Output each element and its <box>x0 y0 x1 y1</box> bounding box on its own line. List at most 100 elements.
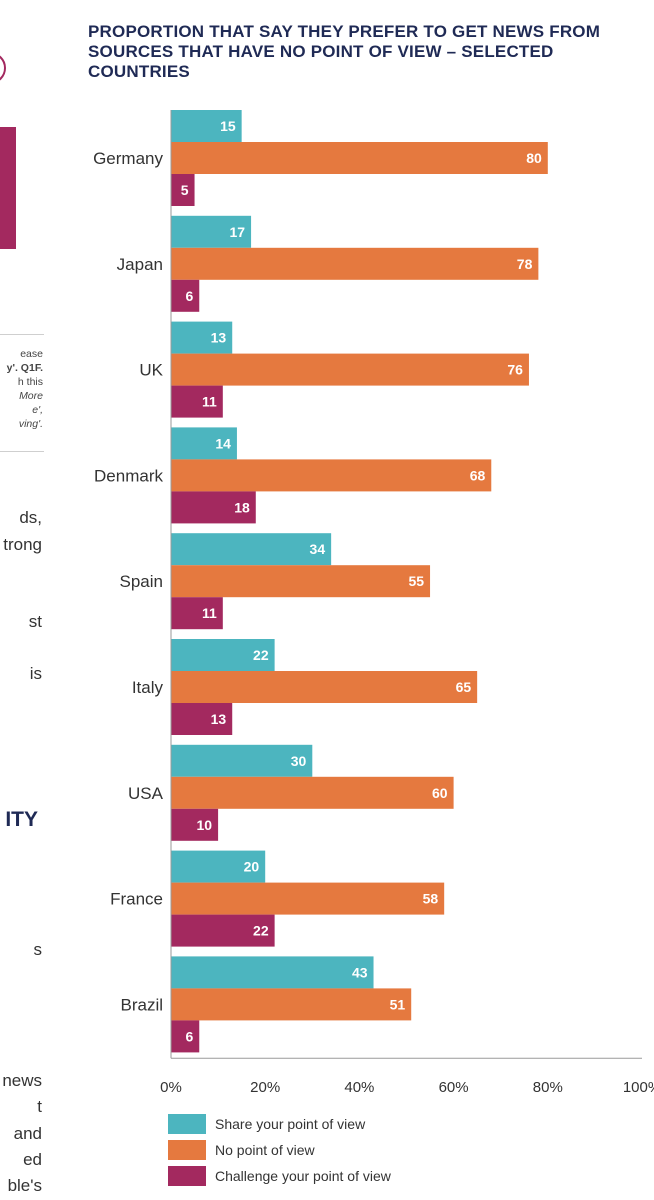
legend-swatch <box>168 1140 206 1160</box>
bar <box>171 671 478 703</box>
category-label: Japan <box>117 255 163 274</box>
bar <box>171 279 200 312</box>
data-label: 5 <box>181 182 189 198</box>
bar <box>171 744 313 777</box>
body-text-fragment: st <box>28 612 42 631</box>
note-line: ease <box>20 348 43 360</box>
category-label: Germany <box>93 149 163 168</box>
left-column-cropped: ease y'. Q1F. h this More e', ving'. ds,… <box>0 0 52 1200</box>
body-text-fragment: and <box>13 1124 42 1143</box>
body-text-fragment: ble's <box>7 1176 42 1195</box>
data-label: 60 <box>432 785 448 801</box>
note-line: More <box>19 390 43 402</box>
bar <box>171 565 431 598</box>
bar <box>171 491 256 524</box>
bar <box>171 914 275 947</box>
category-label: Italy <box>132 678 164 697</box>
bar <box>171 882 445 915</box>
bar <box>171 533 332 566</box>
data-label: 55 <box>408 573 424 589</box>
data-label: 14 <box>215 435 231 451</box>
data-label: 18 <box>234 499 250 515</box>
tick-label: 40% <box>344 1079 374 1096</box>
bar <box>171 956 374 989</box>
data-label: 78 <box>517 256 533 272</box>
bar <box>171 385 223 418</box>
cropped-bar-graphic <box>0 127 16 249</box>
tick-label: 0% <box>160 1079 182 1096</box>
data-label: 51 <box>390 996 406 1012</box>
bar <box>171 703 233 735</box>
tick-label: 80% <box>533 1079 563 1096</box>
data-label: 15 <box>220 118 236 134</box>
data-label: 34 <box>310 541 326 557</box>
bar <box>171 110 242 142</box>
data-label: 80 <box>526 150 542 166</box>
bar <box>171 988 412 1021</box>
data-label: 11 <box>202 605 217 621</box>
body-text-fragment: is <box>29 664 42 683</box>
body-text-fragment: news <box>2 1071 42 1090</box>
data-label: 43 <box>352 964 368 980</box>
body-text-fragment: ed <box>23 1150 42 1169</box>
legend-label: Share your point of view <box>215 1116 366 1132</box>
legend-item: No point of view <box>168 1137 391 1163</box>
divider <box>0 451 44 452</box>
tick-label: 100% <box>623 1079 654 1096</box>
category-label: Denmark <box>94 466 163 485</box>
data-label: 68 <box>470 467 486 483</box>
category-label: Spain <box>120 572 163 591</box>
data-label: 20 <box>244 859 260 875</box>
bar <box>171 247 539 280</box>
data-label: 22 <box>253 647 269 663</box>
legend-swatch <box>168 1166 206 1186</box>
data-label: 6 <box>185 288 193 304</box>
data-label: 76 <box>507 362 523 378</box>
bar <box>171 321 233 354</box>
data-label: 13 <box>211 711 227 727</box>
note-line: y'. Q1F. <box>6 362 43 374</box>
data-label: 65 <box>456 679 472 695</box>
bar <box>171 808 219 841</box>
bar <box>171 215 252 248</box>
body-text-fragment: s <box>33 940 43 959</box>
chart-title: PROPORTION THAT SAY THEY PREFER TO GET N… <box>88 22 601 81</box>
bar <box>171 142 548 174</box>
data-label: 11 <box>202 394 217 410</box>
tick-label: 60% <box>439 1079 469 1096</box>
category-label: France <box>110 890 163 909</box>
body-text-fragment: trong <box>3 535 42 554</box>
bar <box>171 597 223 630</box>
legend-label: No point of view <box>215 1142 315 1158</box>
category-label: Brazil <box>120 995 163 1014</box>
legend-swatch <box>168 1114 206 1134</box>
bar <box>171 776 454 809</box>
data-label: 10 <box>197 817 213 833</box>
category-label: UK <box>139 361 163 380</box>
body-text-fragment: ds, <box>19 508 42 527</box>
legend-item: Challenge your point of view <box>168 1163 391 1189</box>
bar <box>171 850 266 883</box>
note-line: h this <box>17 376 43 388</box>
category-label: USA <box>128 784 164 803</box>
bar <box>171 427 237 460</box>
tick-label: 20% <box>250 1079 280 1096</box>
data-label: 58 <box>423 891 439 907</box>
section-heading-fragment: ITY <box>5 808 38 831</box>
legend-item: Share your point of view <box>168 1111 391 1137</box>
data-label: 13 <box>211 330 227 346</box>
data-label: 6 <box>185 1028 193 1044</box>
divider <box>0 334 44 335</box>
bar <box>171 639 275 671</box>
data-label: 30 <box>291 753 307 769</box>
data-label: 17 <box>229 224 245 240</box>
bar <box>171 459 492 492</box>
data-label: 22 <box>253 923 269 939</box>
legend: Share your point of view No point of vie… <box>168 1111 391 1189</box>
note-line: e', <box>32 404 43 416</box>
body-text-fragment: t <box>37 1097 42 1116</box>
bar <box>171 353 529 386</box>
legend-label: Challenge your point of view <box>215 1168 391 1184</box>
note-line: ving'. <box>18 418 43 430</box>
